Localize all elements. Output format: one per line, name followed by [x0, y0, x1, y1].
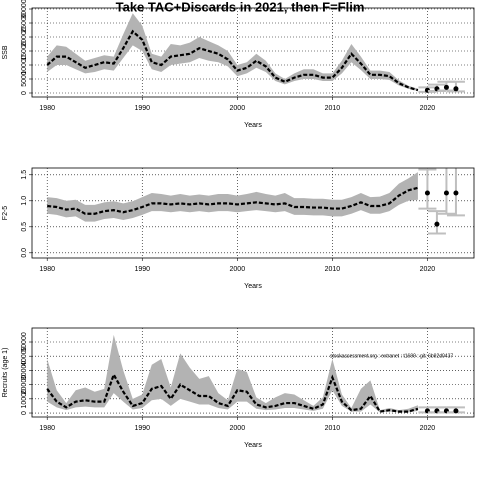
y-axis-label: F2-5	[2, 206, 9, 221]
plot-frame	[31, 167, 475, 259]
y-tick-label: 10000	[21, 55, 28, 75]
y-tick-label: 0.0	[21, 248, 28, 258]
x-tick-label: 2020	[420, 266, 436, 273]
y-tick-label: 0.5	[21, 222, 28, 232]
plot-frame	[31, 7, 475, 98]
x-tick-label: 1980	[39, 425, 55, 432]
x-tick-label: 2020	[420, 425, 436, 432]
y-tick-label: 40000	[21, 346, 28, 366]
point	[453, 190, 459, 196]
y-tick-label: 20000	[21, 27, 28, 47]
y-tick-label: 0	[21, 411, 28, 415]
confidence-band	[47, 172, 418, 222]
x-tick-label: 1980	[39, 266, 55, 273]
y-tick-label: 10000	[21, 389, 28, 409]
x-tick-label: 1990	[134, 105, 150, 112]
point	[453, 86, 459, 92]
x-tick-label: 2010	[325, 105, 341, 112]
point	[443, 84, 449, 90]
estimate-line	[46, 29, 419, 92]
x-tick-label: 2020	[420, 105, 436, 112]
x-tick-label: 2000	[230, 425, 246, 432]
y-tick-label: 30000	[21, 361, 28, 381]
x-tick-label: 2000	[230, 266, 246, 273]
x-tick-label: 2000	[230, 105, 246, 112]
y-tick-label: 15000	[21, 41, 28, 61]
x-tick-label: 2010	[325, 425, 341, 432]
y-axis-label: Recruits (age 1)	[2, 348, 9, 398]
plot-area	[32, 8, 474, 97]
x-tick-label: 1990	[134, 266, 150, 273]
estimate-line	[46, 372, 419, 413]
y-tick-label: 1.0	[21, 196, 28, 206]
y-tick-label: 50000	[21, 332, 28, 352]
y-tick-label: 0	[21, 91, 28, 95]
y-tick-label: 25000	[21, 13, 28, 33]
confidence-band	[47, 13, 418, 92]
y-tick-label: 20000	[21, 375, 28, 395]
point	[434, 221, 440, 227]
plot-area	[32, 168, 474, 258]
y-axis-label: SSB	[2, 45, 9, 59]
plot-frame	[31, 327, 475, 418]
y-tick-label: 5000	[21, 71, 28, 87]
annotation: stockassessment.org : extranet : t1699 :…	[330, 353, 453, 359]
y-tick-label: 1.5	[21, 170, 28, 180]
x-tick-label: 2010	[325, 266, 341, 273]
x-axis-label: Years	[244, 442, 262, 449]
x-axis-label: Years	[244, 283, 262, 290]
point	[424, 190, 430, 196]
x-axis-label: Years	[244, 122, 262, 129]
chart-title: Take TAC+Discards in 2021, then F=Flim	[116, 0, 365, 14]
plot-area	[32, 328, 474, 417]
confidence-band	[47, 334, 418, 413]
point	[453, 408, 459, 414]
x-tick-label: 1990	[134, 425, 150, 432]
x-tick-label: 1980	[39, 105, 55, 112]
y-tick-label: 30000	[21, 0, 28, 19]
point	[443, 190, 449, 196]
estimate-line	[47, 186, 419, 215]
